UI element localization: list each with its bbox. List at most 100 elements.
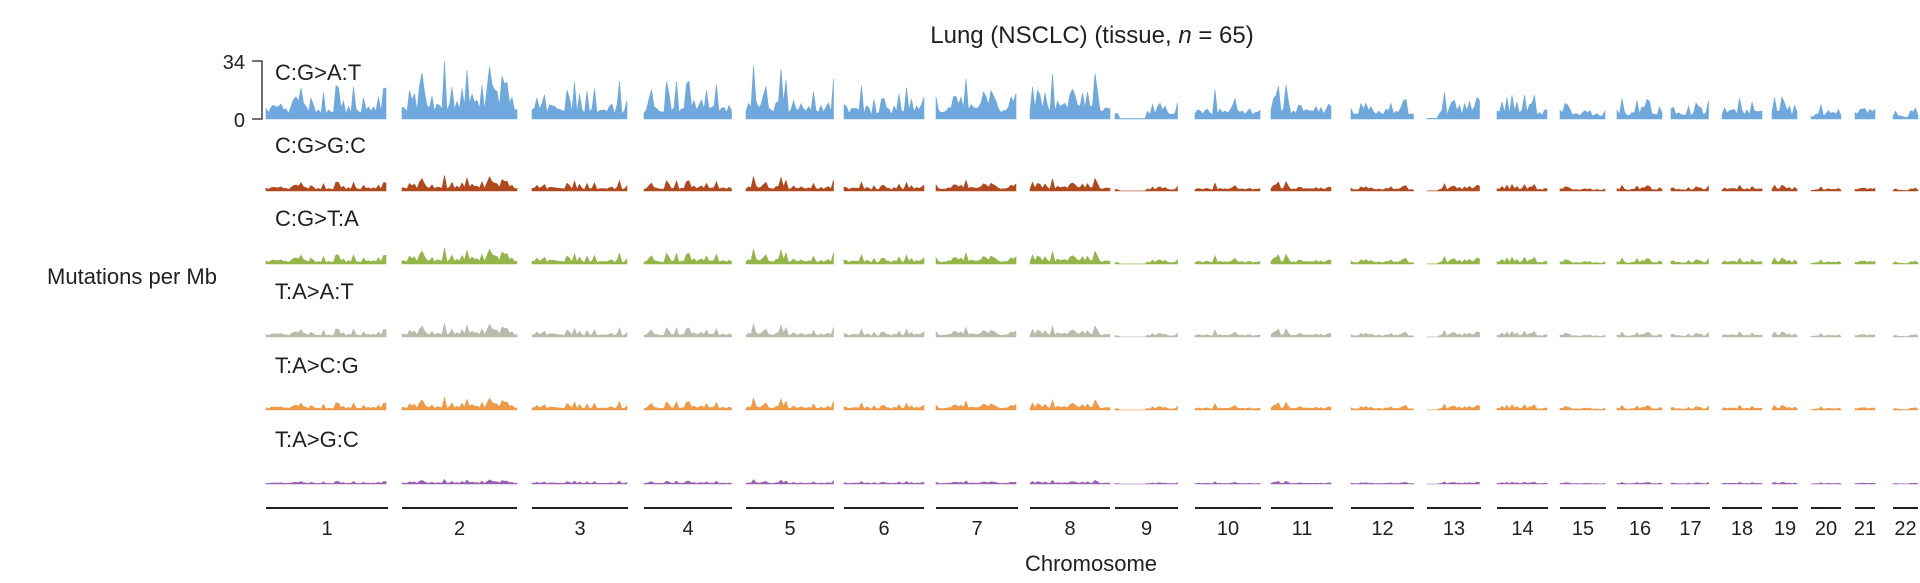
density-area bbox=[1559, 103, 1606, 120]
density-area bbox=[1892, 334, 1919, 338]
density-area bbox=[1721, 184, 1763, 192]
density-area bbox=[531, 81, 628, 120]
density-area bbox=[1496, 183, 1548, 192]
density-area bbox=[1114, 102, 1178, 120]
density-area bbox=[1114, 185, 1178, 192]
density-area bbox=[265, 181, 387, 192]
density-area bbox=[1559, 406, 1606, 411]
density-area bbox=[1114, 258, 1178, 265]
chart-title-suffix: = 65) bbox=[1192, 22, 1254, 49]
density-area bbox=[1810, 482, 1842, 485]
density-area bbox=[1771, 331, 1798, 338]
density-area bbox=[1426, 329, 1480, 338]
chromosome-tick-label: 18 bbox=[1731, 518, 1753, 540]
chromosome-tick-label: 12 bbox=[1371, 518, 1393, 540]
density-area bbox=[1029, 73, 1111, 120]
series-label: C:G>T:A bbox=[275, 206, 359, 231]
density-area bbox=[935, 400, 1017, 411]
chromosome-tick-label: 22 bbox=[1894, 518, 1916, 540]
density-area bbox=[745, 176, 834, 192]
density-area bbox=[1616, 331, 1663, 338]
density-area bbox=[745, 248, 834, 265]
chromosome-axis: 1 2 3 4 5 6 7 8 9 10 11 12 13 14 15 16 17 18 19 20 21 22 bbox=[266, 507, 1918, 540]
density-area bbox=[1114, 405, 1178, 411]
density-area bbox=[843, 181, 925, 192]
density-area bbox=[1350, 405, 1414, 411]
density-area bbox=[1616, 257, 1663, 265]
chromosome-tick-label: 15 bbox=[1572, 518, 1594, 540]
density-area bbox=[643, 252, 732, 265]
y-scale-bottom-label: 0 bbox=[234, 110, 245, 132]
density-area bbox=[1670, 482, 1709, 485]
density-area bbox=[1771, 184, 1798, 192]
density-area bbox=[1270, 328, 1332, 338]
density-area bbox=[1350, 185, 1414, 192]
chromosome-tick-label: 3 bbox=[574, 518, 585, 540]
density-area bbox=[401, 175, 518, 192]
density-area bbox=[1426, 403, 1480, 411]
y-scale-top-label: 34 bbox=[223, 52, 245, 74]
density-area bbox=[1427, 481, 1480, 485]
density-area bbox=[401, 247, 518, 265]
density-area bbox=[1194, 329, 1261, 338]
density-area bbox=[1854, 187, 1876, 192]
series-label: C:G>A:T bbox=[275, 60, 361, 85]
chromosome-tick-label: 11 bbox=[1292, 518, 1313, 540]
density-area bbox=[643, 480, 732, 485]
density-area bbox=[1496, 330, 1548, 338]
density-area bbox=[1892, 107, 1919, 120]
density-area bbox=[643, 400, 732, 411]
density-area bbox=[265, 328, 387, 338]
y-scale-bar bbox=[252, 60, 263, 120]
density-area bbox=[1854, 260, 1876, 265]
density-area bbox=[531, 327, 628, 338]
density-area bbox=[1270, 401, 1332, 411]
series-row: T:A>A:T bbox=[265, 279, 1919, 338]
density-area bbox=[265, 480, 387, 485]
density-area bbox=[1114, 482, 1178, 485]
series-label: T:A>C:G bbox=[275, 353, 359, 378]
density-area bbox=[1426, 183, 1480, 192]
density-area bbox=[843, 85, 925, 120]
chart-title: Lung (NSCLC) (tissue, n = 65) bbox=[930, 22, 1254, 49]
density-area bbox=[1350, 482, 1414, 485]
series-row: T:A>C:G bbox=[265, 353, 1919, 411]
density-area bbox=[1194, 402, 1261, 411]
density-area bbox=[1670, 185, 1709, 192]
density-area bbox=[643, 327, 732, 338]
density-area bbox=[1029, 479, 1111, 485]
density-area bbox=[1810, 104, 1842, 120]
density-area bbox=[401, 323, 518, 338]
density-area bbox=[745, 397, 834, 411]
density-area bbox=[1559, 482, 1606, 485]
density-area bbox=[1854, 407, 1876, 411]
density-area bbox=[1670, 100, 1709, 120]
density-area bbox=[531, 179, 628, 192]
density-area bbox=[1721, 331, 1763, 338]
density-area bbox=[401, 478, 518, 485]
density-area bbox=[1270, 84, 1332, 120]
chromosome-tick-label: 4 bbox=[682, 518, 693, 540]
density-area bbox=[1029, 250, 1111, 265]
density-area bbox=[401, 397, 518, 411]
chromosome-tick-label: 7 bbox=[971, 518, 982, 540]
density-area bbox=[1670, 405, 1709, 411]
density-area bbox=[265, 85, 387, 120]
density-area bbox=[1194, 89, 1261, 120]
density-area bbox=[745, 323, 834, 338]
chromosome-tick-label: 13 bbox=[1443, 518, 1465, 540]
density-area bbox=[935, 78, 1017, 120]
chromosome-tick-label: 9 bbox=[1141, 518, 1152, 540]
series-label: C:G>G:C bbox=[275, 133, 366, 158]
density-area bbox=[1270, 480, 1332, 485]
series-rows: C:G>A:T C:G>G:C C:G>T:A T:A>A:T T:A>C:G T:A>G… bbox=[265, 60, 1919, 485]
density-area bbox=[1350, 331, 1414, 338]
density-area bbox=[1854, 334, 1876, 338]
series-label: T:A>G:C bbox=[275, 427, 359, 452]
density-area bbox=[531, 252, 628, 265]
density-area bbox=[1771, 257, 1798, 265]
density-area bbox=[265, 402, 387, 411]
chromosome-tick-label: 2 bbox=[454, 518, 465, 540]
density-area bbox=[1771, 404, 1798, 411]
series-row: T:A>G:C bbox=[265, 427, 1919, 485]
